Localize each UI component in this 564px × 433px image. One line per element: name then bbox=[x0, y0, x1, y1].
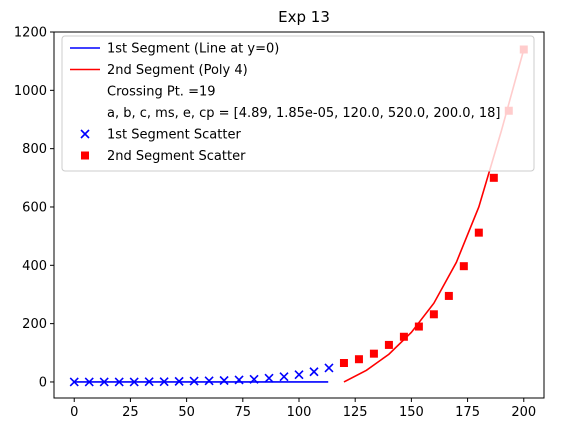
legend-label: 1st Segment (Line at y=0) bbox=[107, 42, 279, 57]
scatter-x-marker bbox=[279, 372, 289, 382]
scatter-square-marker bbox=[444, 291, 453, 300]
scatter-x-stroke bbox=[144, 377, 154, 387]
x-tick-label: 75 bbox=[235, 405, 252, 420]
scatter-x-marker bbox=[264, 373, 274, 383]
x-tick-label: 25 bbox=[122, 405, 139, 420]
legend-square-handle bbox=[81, 151, 89, 160]
scatter-x-marker bbox=[204, 376, 214, 386]
plot-area bbox=[69, 45, 528, 387]
scatter-x-marker bbox=[294, 370, 304, 380]
legend-label: 1st Segment Scatter bbox=[107, 128, 241, 143]
legend-label: a, b, c, ms, e, cp = [4.89, 1.85e-05, 12… bbox=[107, 106, 500, 121]
legend: 1st Segment (Line at y=0) 2nd Segment (Po… bbox=[61, 35, 535, 172]
scatter-x-stroke bbox=[309, 367, 319, 377]
scatter-x-stroke bbox=[129, 377, 139, 387]
scatter-x-marker bbox=[144, 377, 154, 387]
scatter-x-stroke bbox=[189, 376, 199, 386]
scatter-x-stroke bbox=[294, 370, 304, 380]
scatter-x-marker bbox=[324, 363, 334, 373]
scatter-square-marker bbox=[489, 173, 498, 182]
series-group bbox=[69, 45, 528, 387]
x-tick-label: 150 bbox=[399, 405, 424, 420]
y-tick-label: 200 bbox=[22, 317, 47, 332]
legend-x-handle bbox=[80, 129, 90, 139]
scatter-square-marker bbox=[474, 228, 483, 237]
scatter-square-marker bbox=[429, 310, 438, 319]
scatter-x-stroke bbox=[69, 377, 79, 387]
x-tick-label: 100 bbox=[287, 405, 312, 420]
scatter-x-stroke bbox=[264, 373, 274, 383]
scatter-x-stroke bbox=[174, 376, 184, 386]
y-tick-label: 1200 bbox=[14, 26, 47, 41]
scatter-x-stroke bbox=[114, 377, 124, 387]
legend-label: 2nd Segment Scatter bbox=[107, 149, 246, 164]
scatter-x-marker bbox=[129, 377, 139, 387]
legend-x-stroke bbox=[80, 129, 90, 139]
scatter-x-marker bbox=[99, 377, 109, 387]
scatter-x-marker bbox=[159, 377, 169, 387]
scatter-x-marker bbox=[189, 376, 199, 386]
scatter-square-marker bbox=[339, 359, 348, 368]
scatter-x-marker bbox=[69, 377, 79, 387]
scatter-square-marker bbox=[414, 322, 423, 331]
x-tick-label: 50 bbox=[178, 405, 195, 420]
scatter-square-marker bbox=[399, 332, 408, 341]
axes: 0 25 50 75 100 125 150 175 200 0 200 400 600 800 1000 1… bbox=[14, 26, 545, 420]
scatter-x-stroke bbox=[279, 372, 289, 382]
legend-label: Crossing Pt. =19 bbox=[107, 85, 216, 100]
x-tick-label: 0 bbox=[70, 405, 78, 420]
x-tick-label: 125 bbox=[343, 405, 368, 420]
scatter-x-marker bbox=[249, 374, 259, 384]
scatter-x-marker bbox=[234, 375, 244, 385]
scatter-x-marker bbox=[174, 376, 184, 386]
scatter-x-stroke bbox=[159, 377, 169, 387]
scatter-square-marker bbox=[384, 340, 393, 349]
scatter-x-marker bbox=[219, 375, 229, 386]
scatter-x-marker bbox=[309, 367, 319, 377]
y-tick-label: 800 bbox=[22, 142, 47, 157]
scatter-x-stroke bbox=[84, 377, 94, 387]
x-tick-label: 175 bbox=[455, 405, 480, 420]
scatter-square-marker bbox=[354, 355, 363, 364]
scatter-x-marker bbox=[84, 377, 94, 387]
scatter-x-stroke bbox=[324, 363, 334, 373]
y-tick-label: 600 bbox=[22, 200, 47, 215]
y-tick-label: 1000 bbox=[14, 84, 47, 99]
legend-label: 2nd Segment (Poly 4) bbox=[107, 63, 248, 78]
scatter-square-marker bbox=[369, 349, 378, 358]
scatter-x-stroke bbox=[99, 377, 109, 387]
scatter-x-stroke bbox=[234, 375, 244, 385]
scatter-x-stroke bbox=[204, 376, 214, 386]
scatter-x-marker bbox=[114, 377, 124, 387]
y-tick-label: 400 bbox=[22, 259, 47, 274]
x-tick-label: 200 bbox=[511, 405, 536, 420]
scatter-square-marker bbox=[459, 262, 468, 271]
legend-box bbox=[61, 35, 535, 172]
scatter-x-stroke bbox=[249, 374, 259, 384]
y-tick-label: 0 bbox=[39, 375, 47, 390]
chart-title: Exp 13 bbox=[278, 8, 330, 26]
scatter-x-stroke bbox=[219, 375, 229, 386]
